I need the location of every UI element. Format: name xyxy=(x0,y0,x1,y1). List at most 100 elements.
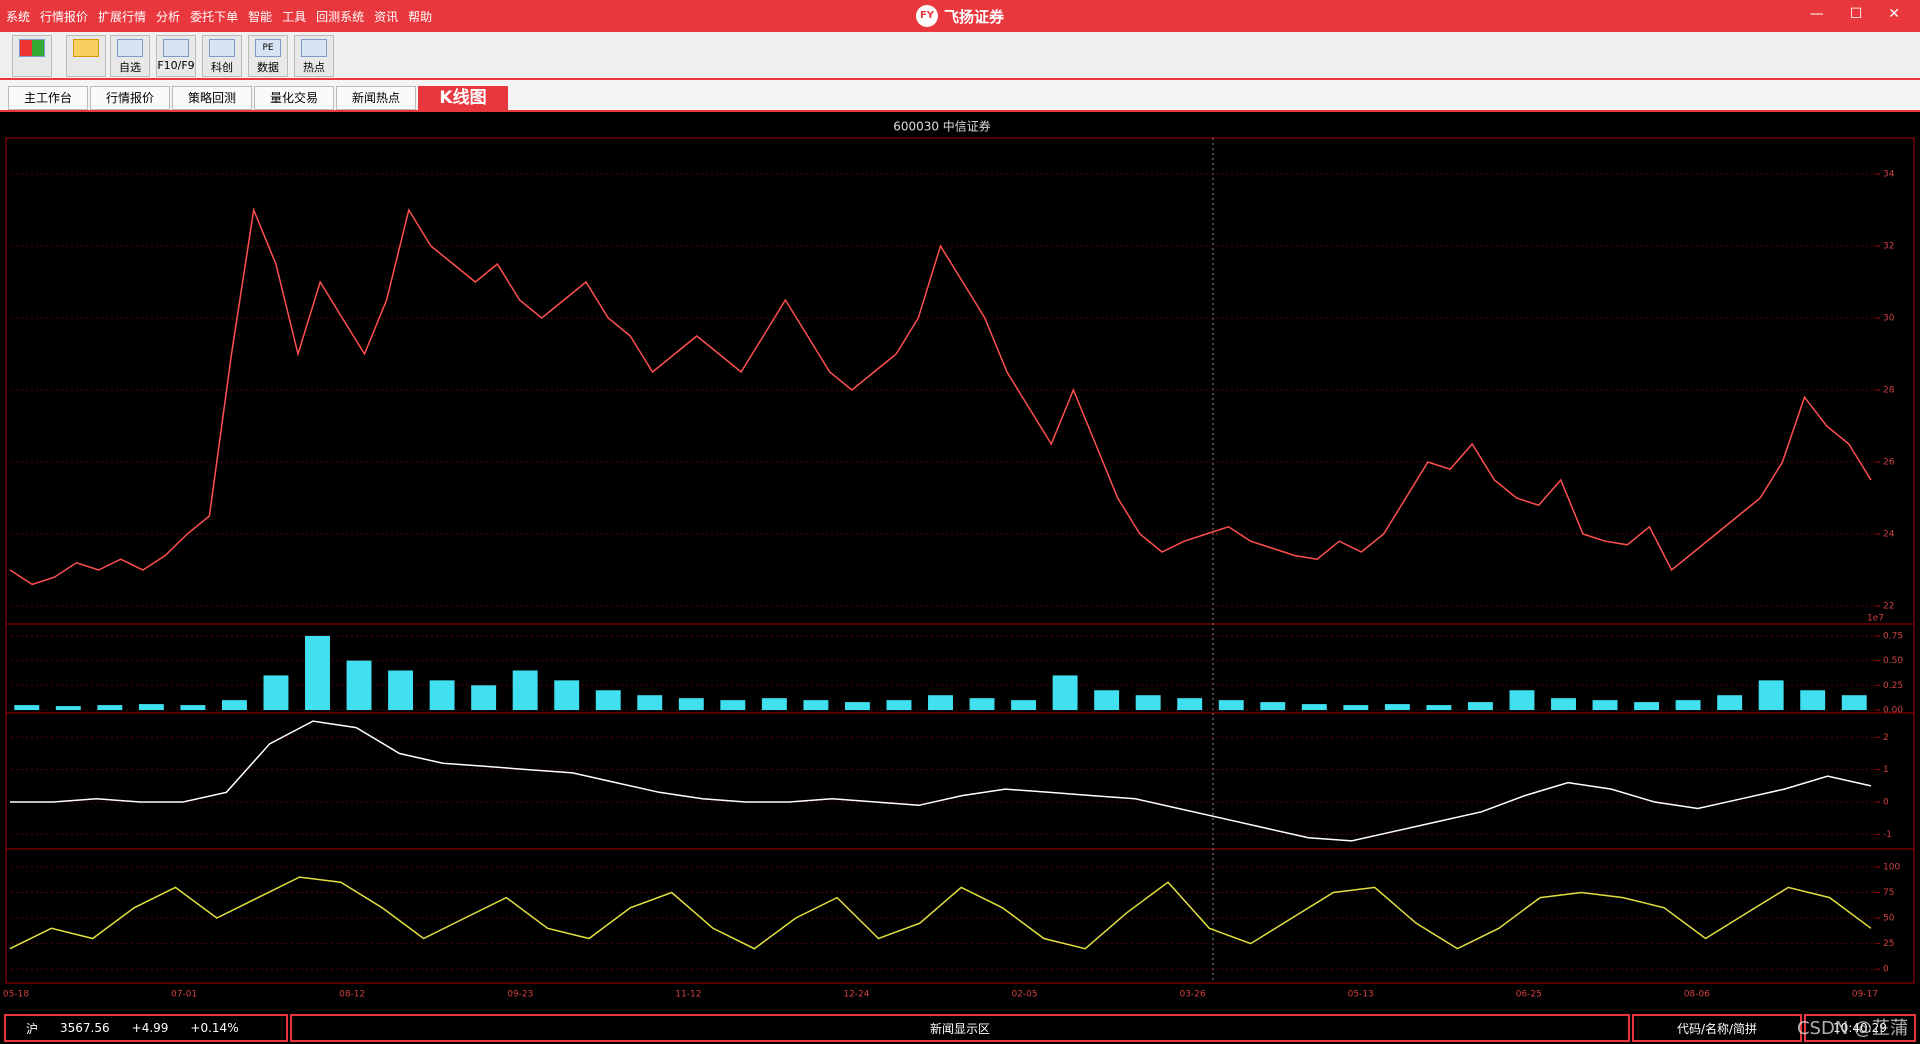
search[interactable]: 代码/名称/简拼 xyxy=(1676,1021,1758,1036)
bar xyxy=(720,700,746,711)
bar xyxy=(97,705,123,711)
bar xyxy=(1011,700,1037,711)
bar xyxy=(844,702,870,711)
maximize[interactable]: ☐ xyxy=(1849,6,1863,22)
news-box: 新闻显示区 xyxy=(290,1014,1630,1042)
bar xyxy=(305,635,330,711)
back-button[interactable] xyxy=(66,35,106,77)
y-tick-label: 32 xyxy=(1883,242,1894,252)
y-tick-label: 22 xyxy=(1883,602,1894,612)
bar xyxy=(1675,700,1701,711)
y-tick-label: 30 xyxy=(1883,314,1895,324)
bar xyxy=(1800,690,1826,711)
y-tick-label: 0 xyxy=(1883,965,1889,975)
chart: 600030 中信证券 22 24 26 28 30 32 34 0.00 0.25 0.50 0.… xyxy=(0,112,1920,1012)
bar xyxy=(388,670,414,711)
x-tick-label: 05-18 xyxy=(3,990,29,1000)
y-tick-label: 26 xyxy=(1883,458,1895,468)
x-tick-label: 07-01 xyxy=(171,990,197,1000)
icon xyxy=(163,39,189,57)
close[interactable]: ✕ xyxy=(1888,6,1900,22)
tab[interactable]: 主工作台 xyxy=(8,86,88,110)
bar xyxy=(1052,675,1078,711)
toolbar-button[interactable]: F10/F9 xyxy=(156,35,196,77)
minimize[interactable]: — xyxy=(1809,6,1824,22)
time: 10:40:29 xyxy=(1833,1021,1887,1035)
bar xyxy=(1758,680,1784,711)
menu-item[interactable]: 回测系统 xyxy=(316,10,365,24)
menu: 系统 行情报价 扩展行情 分析 委托下单 智能 工具 回测系统 资讯 帮助 xyxy=(6,8,432,25)
index: 3567.56 xyxy=(60,1021,110,1035)
button-label: 自选 xyxy=(119,61,141,74)
tab[interactable]: 行情报价 xyxy=(90,86,170,110)
watermark: CSDN @芷蒲 xyxy=(1796,1018,1908,1039)
bar xyxy=(1384,704,1410,711)
bar xyxy=(928,695,953,711)
menu-item[interactable]: 扩展行情 xyxy=(98,10,147,24)
y-tick-label: 34 xyxy=(1883,170,1895,180)
y-tick-label: 25 xyxy=(1883,939,1894,949)
toolbar-button[interactable]: 自选 xyxy=(110,35,150,77)
y-tick-label: 100 xyxy=(1883,862,1900,872)
title-bar: 系统 行情报价 扩展行情 分析 委托下单 智能 工具 回测系统 资讯 帮助 FY 飞扬证券 — ☐ ✕ xyxy=(0,0,1920,32)
x-tick-label: 11-12 xyxy=(675,990,701,1000)
icon xyxy=(209,39,235,57)
bar xyxy=(1841,695,1867,711)
toolbar-button[interactable]: PE 数据 xyxy=(248,35,288,77)
x-tick-label: 08-06 xyxy=(1684,990,1710,1000)
pct: +0.14% xyxy=(190,1021,239,1035)
bar xyxy=(803,700,829,711)
y-tick-label: 50 xyxy=(1883,914,1895,924)
menu-item[interactable]: 帮助 xyxy=(408,10,433,24)
y-tick-label: -1 xyxy=(1883,830,1892,840)
x-tick-label: 09-17 xyxy=(1852,990,1878,1000)
button-label: 数据 xyxy=(257,61,279,74)
bar xyxy=(761,698,787,711)
bar xyxy=(1426,705,1452,711)
menu-item[interactable]: 系统 xyxy=(6,10,31,24)
bar xyxy=(1551,698,1576,711)
menu-item[interactable]: 分析 xyxy=(156,10,181,24)
toolbar-button[interactable]: 热点 xyxy=(294,35,334,77)
series-line xyxy=(10,720,1872,842)
bar xyxy=(429,680,455,711)
change: +4.99 xyxy=(131,1021,169,1035)
menu-item[interactable]: 智能 xyxy=(248,10,273,24)
tab[interactable]: 新闻热点 xyxy=(336,86,416,110)
menu-item[interactable]: 委托下单 xyxy=(190,10,239,24)
tab[interactable]: K线图 xyxy=(418,86,508,110)
search-box[interactable]: 代码/名称/简拼 xyxy=(1632,1014,1802,1042)
icon xyxy=(301,39,327,57)
home-button[interactable] xyxy=(12,35,52,77)
menu-item[interactable]: 行情报价 xyxy=(40,10,89,24)
y-tick-label: 24 xyxy=(1883,530,1895,540)
button-label: 科创 xyxy=(211,61,233,74)
window-controls[interactable]: — ☐ ✕ xyxy=(1810,6,1900,22)
chart-title: 600030 中信证券 xyxy=(893,119,991,134)
y-tick-label: 28 xyxy=(1883,386,1895,396)
bar xyxy=(1343,705,1369,711)
menu-item[interactable]: 工具 xyxy=(282,10,307,24)
tab[interactable]: 量化交易 xyxy=(254,86,334,110)
menu-item[interactable]: 资讯 xyxy=(374,10,399,24)
bar xyxy=(678,698,704,711)
button-label: 热点 xyxy=(303,61,325,74)
bar xyxy=(1467,702,1493,711)
bar xyxy=(1509,690,1535,711)
unit-label: 1e7 xyxy=(1867,614,1884,624)
bar xyxy=(512,670,538,711)
bar xyxy=(1717,695,1743,711)
app-name: 飞扬证券 xyxy=(944,7,1005,26)
news: 新闻显示区 xyxy=(929,1021,990,1036)
tab[interactable]: 策略回测 xyxy=(172,86,252,110)
toolbar-button[interactable]: 科创 xyxy=(202,35,242,77)
y-tick-label: 0 xyxy=(1883,798,1889,808)
bar xyxy=(263,675,289,711)
series-line xyxy=(9,207,1872,586)
bar xyxy=(55,706,81,711)
bar xyxy=(1135,695,1161,711)
bar xyxy=(554,680,580,711)
bar xyxy=(1177,698,1203,711)
brand: FY 飞扬证券 xyxy=(916,5,1004,27)
